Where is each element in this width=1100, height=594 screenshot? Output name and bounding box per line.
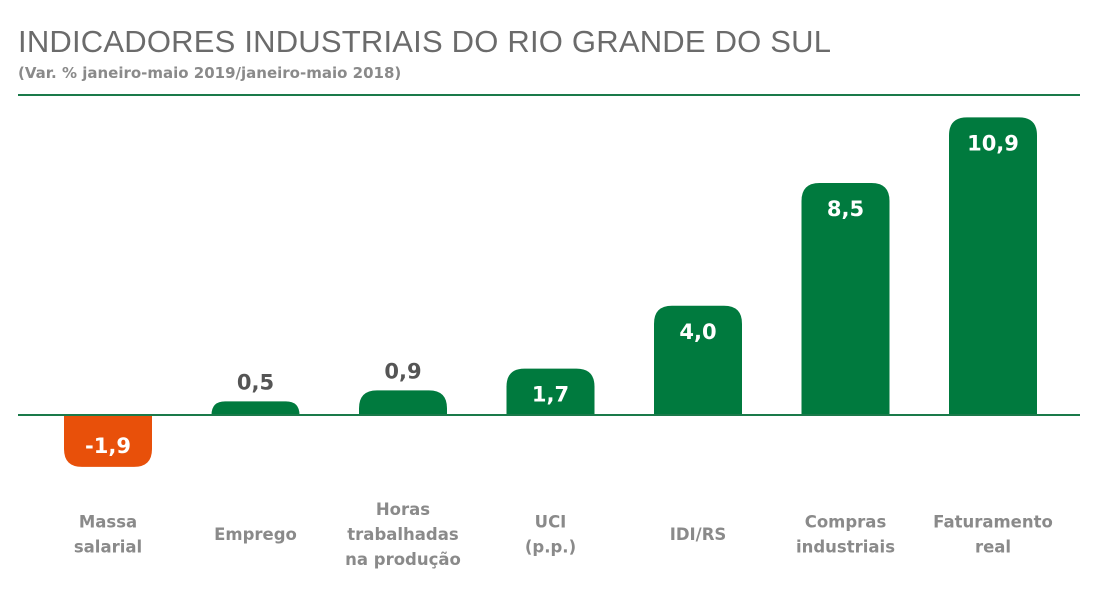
category-label-4: UCI (p.p.) <box>525 513 576 557</box>
chart-title: INDICADORES INDUSTRIAIS DO RIO GRANDE DO… <box>18 24 832 59</box>
category-label-7: Faturamento real <box>933 513 1053 557</box>
category-label-3: Horas trabalhadas na produção <box>345 500 461 569</box>
bar-1 <box>64 415 152 467</box>
bar-3 <box>359 390 447 415</box>
category-label-5: IDI/RS <box>670 525 727 544</box>
bar-4 <box>506 368 595 415</box>
bar-6 <box>801 182 890 415</box>
category-label-2: Emprego <box>214 525 297 544</box>
bar-5 <box>654 305 742 415</box>
value-label-7: 10,9 <box>967 131 1019 155</box>
title-divider <box>18 94 1080 96</box>
category-labels-group: Massa salarial Emprego Horas trabalhadas na p… <box>74 500 1053 569</box>
bar-7 <box>949 117 1037 416</box>
value-label-3: 0,9 <box>384 359 421 383</box>
value-labels-group: -1,9 0,5 0,9 1,7 4,0 8,5 10,9 <box>85 131 1019 457</box>
value-label-5: 4,0 <box>679 320 716 344</box>
value-label-6: 8,5 <box>827 197 864 221</box>
category-label-1: Massa salarial <box>74 513 142 557</box>
value-label-4: 1,7 <box>532 383 569 407</box>
category-label-6: Compras industriais <box>796 513 895 557</box>
value-label-1: -1,9 <box>85 434 131 458</box>
value-label-2: 0,5 <box>237 370 274 394</box>
bar-2 <box>211 401 300 415</box>
bars-group <box>64 117 1037 467</box>
chart-subtitle: (Var. % janeiro-maio 2019/janeiro-maio 2… <box>18 64 402 82</box>
